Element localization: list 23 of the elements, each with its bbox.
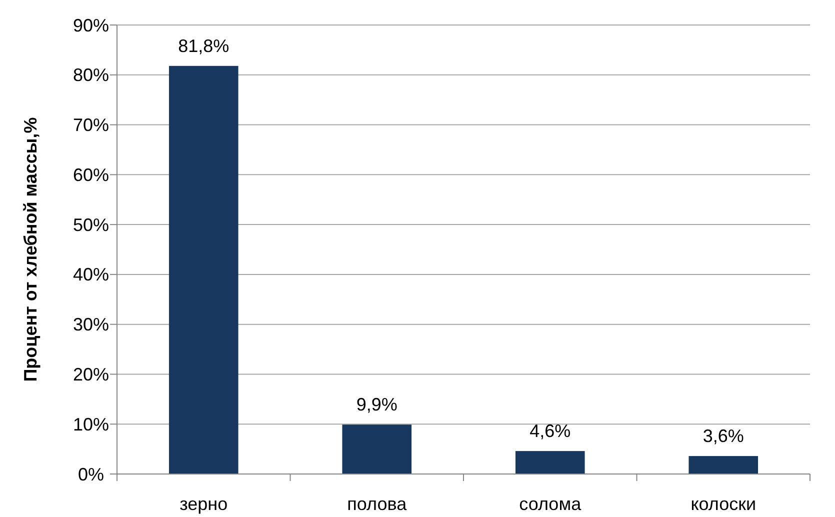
data-label: 81,8% [178, 36, 230, 56]
bar [168, 66, 238, 474]
y-tick-label: 10% [72, 414, 110, 434]
x-tick-label: зерно [180, 494, 228, 514]
bar [342, 424, 412, 474]
x-tick-label: полова [347, 494, 408, 514]
bar [688, 456, 758, 474]
y-tick-label: 0% [78, 464, 104, 484]
data-label: 3,6% [702, 426, 744, 446]
y-tick-label: 60% [72, 164, 110, 185]
data-label: 4,6% [530, 421, 571, 442]
data-label: 9,9% [356, 394, 398, 415]
y-tick-label: 50% [72, 214, 110, 235]
y-tick-label: 80% [72, 65, 110, 86]
x-tick-label: солома [519, 494, 582, 514]
y-tick-label: 90% [72, 15, 110, 36]
y-tick-label: 70% [72, 115, 110, 136]
y-axis-title: Процент от хлебной массы,% [20, 117, 40, 382]
x-tick-label: колоски [690, 494, 756, 514]
bar [515, 451, 585, 474]
y-tick-label: 20% [72, 364, 110, 385]
y-tick-label: 40% [72, 264, 110, 285]
y-tick-label: 30% [72, 314, 110, 335]
